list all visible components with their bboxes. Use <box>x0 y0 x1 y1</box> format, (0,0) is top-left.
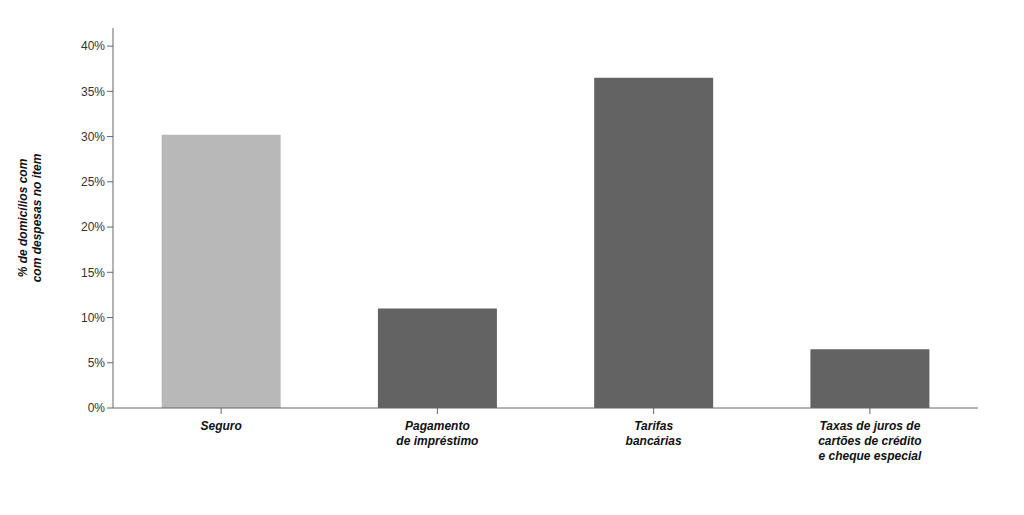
svg-text:25%: 25% <box>81 175 105 189</box>
svg-text:20%: 20% <box>81 220 105 234</box>
svg-text:15%: 15% <box>81 266 105 280</box>
svg-text:40%: 40% <box>81 39 105 53</box>
svg-text:Taxas de juros decartões de cr: Taxas de juros decartões de créditoe che… <box>818 419 922 463</box>
svg-text:30%: 30% <box>81 130 105 144</box>
svg-text:5%: 5% <box>88 356 106 370</box>
svg-text:% de domicílios comcom despesa: % de domicílios comcom despesas no item <box>16 153 44 282</box>
svg-text:Tarifasbancárias: Tarifasbancárias <box>626 419 682 448</box>
svg-text:Seguro: Seguro <box>200 419 241 433</box>
svg-text:10%: 10% <box>81 311 105 325</box>
svg-text:Pagamentode impréstimo: Pagamentode impréstimo <box>396 419 478 448</box>
svg-text:0%: 0% <box>88 401 106 415</box>
svg-text:35%: 35% <box>81 85 105 99</box>
